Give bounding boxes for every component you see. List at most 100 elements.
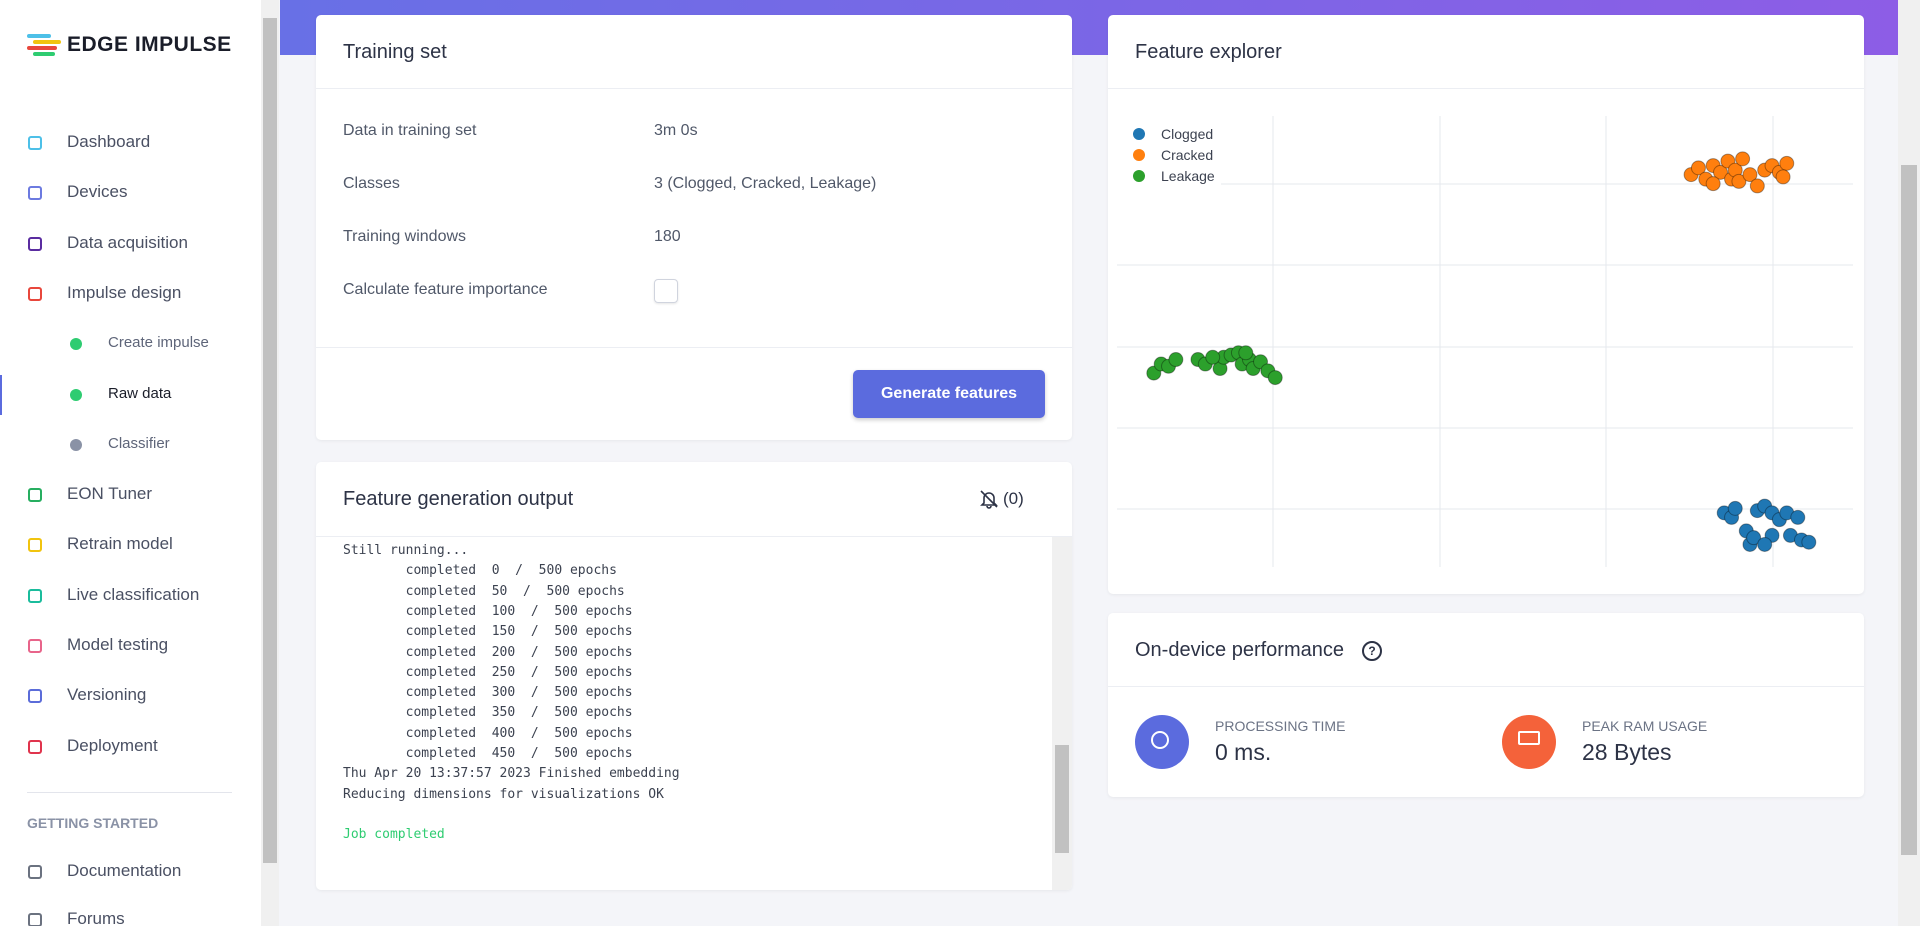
scroll-thumb (1901, 165, 1917, 855)
checkbox[interactable] (654, 279, 678, 303)
card-title: Feature generation output (343, 488, 574, 510)
sidebar: EDGE IMPULSE Dashboard Devices Data acquisi… (0, 0, 261, 926)
legend-marker (1133, 149, 1145, 161)
nav-icon (28, 538, 42, 553)
row-label: Data in training set (343, 122, 477, 139)
section-label: GETTING STARTED (27, 815, 159, 831)
divider (1108, 88, 1864, 89)
legend-label: Clogged (1161, 126, 1213, 142)
nav-item[interactable]: Deployment (67, 735, 158, 755)
log-line: completed 100 / 500 epochs (343, 603, 633, 619)
metric-glyph (1151, 731, 1169, 749)
bell-icon[interactable] (979, 489, 999, 509)
log-line: completed 350 / 500 epochs (343, 705, 633, 721)
nav-item[interactable]: Impulse design (67, 282, 182, 302)
metric-value: 28 Bytes (1582, 739, 1672, 765)
active-indicator (0, 374, 2, 415)
divider (316, 347, 1072, 348)
legend-marker (1133, 170, 1145, 182)
log-line: Reducing dimensions for visualizations O… (343, 786, 664, 802)
card-title: Training set (343, 41, 447, 63)
scatter-point (1168, 352, 1184, 368)
sub-dot (70, 338, 82, 351)
metric-label: PROCESSING TIME (1215, 718, 1346, 734)
scatter-point (1757, 536, 1773, 552)
nav-icon (28, 739, 42, 754)
row-label: Classes (343, 175, 400, 192)
scatter-point (1713, 164, 1729, 180)
scatter-point (1742, 167, 1758, 183)
nav-icon (28, 689, 42, 704)
scatter-point (1735, 151, 1751, 167)
log-line: completed 250 / 500 epochs (343, 664, 633, 680)
legend-label: Cracked (1161, 147, 1213, 163)
scatter-point (1731, 173, 1747, 189)
bell-shape (980, 492, 998, 509)
log-line: completed 50 / 500 epochs (343, 583, 625, 599)
nav-item[interactable]: Versioning (67, 685, 147, 705)
legend-label: Leakage (1161, 168, 1215, 184)
log-line: Thu Apr 20 13:37:57 2023 Finished embedd… (343, 766, 680, 782)
scatter-point (1267, 370, 1283, 386)
nav-icon (28, 913, 42, 926)
logo-bar (33, 40, 61, 44)
row-value: 3 (Clogged, Cracked, Leakage) (654, 175, 877, 192)
scatter-point (1238, 345, 1254, 361)
log-status: Job completed (343, 827, 445, 843)
logo-bar (27, 34, 51, 38)
nav-icon (28, 136, 42, 150)
log-line: Still running... (343, 543, 469, 558)
logo-bar (27, 46, 57, 50)
metric-value: 0 ms. (1215, 739, 1272, 765)
scatter-point (1705, 176, 1721, 192)
feature-explorer-card: Feature explorer Clogged Cracked Leakage (1108, 15, 1864, 594)
scatter-plot: Clogged Cracked Leakage (1117, 116, 1853, 567)
divider (1108, 686, 1864, 687)
nav-item[interactable]: Live classification (67, 584, 200, 604)
training-set-card: Training set Data in training set 3m 0s Cla… (316, 15, 1072, 440)
scatter-point (1749, 178, 1765, 194)
nav-icon (28, 588, 42, 603)
row-label: Training windows (343, 228, 467, 245)
scatter-point (1779, 155, 1795, 171)
scatter-point (1790, 509, 1806, 525)
log-line: completed 150 / 500 epochs (343, 624, 633, 640)
card-title: On-device performance (1135, 639, 1344, 661)
nav-item[interactable]: Dashboard (67, 132, 151, 151)
scatter-point (1801, 534, 1817, 550)
nav-icon (28, 286, 42, 301)
divider (316, 88, 1072, 89)
log-line: completed 450 / 500 epochs (343, 746, 633, 761)
row-label: Calculate feature importance (343, 281, 548, 298)
nav-subitem[interactable]: Create impulse (108, 334, 209, 352)
nav-subitem[interactable]: Classifier (108, 434, 170, 452)
help-icon[interactable]: ? (1362, 641, 1382, 661)
scatter-point (1690, 160, 1706, 176)
nav-subitem[interactable]: Raw data (108, 384, 172, 402)
legend-marker (1133, 128, 1145, 140)
metric-icon (1502, 715, 1556, 769)
nav-item[interactable]: EON Tuner (67, 484, 153, 504)
row-value: 180 (654, 228, 681, 245)
brand: EDGE IMPULSE (67, 33, 232, 56)
nav-icon (28, 639, 42, 653)
notification-count[interactable]: (0) (1003, 489, 1024, 508)
nav-item[interactable]: Devices (67, 182, 128, 202)
metric-glyph (1518, 731, 1540, 745)
feature-output-card: Feature generation output (0) Still runnin… (316, 462, 1072, 890)
bell-slash (980, 490, 998, 508)
nav-item[interactable]: Forums (67, 909, 125, 926)
nav-item[interactable]: Retrain model (67, 534, 173, 554)
divider (316, 536, 1072, 537)
scatter-point (1775, 169, 1791, 185)
log-line: completed 400 / 500 epochs (343, 725, 633, 741)
nav-item[interactable]: Documentation (67, 861, 182, 880)
bell-svg (980, 490, 998, 509)
nav-item[interactable]: Data acquisition (67, 232, 188, 252)
logo-icon (27, 34, 61, 58)
metric-label: PEAK RAM USAGE (1582, 718, 1708, 734)
generate-button[interactable]: Generate features (853, 370, 1045, 418)
nav-icon (28, 236, 42, 251)
nav-item[interactable]: Model testing (67, 635, 169, 654)
